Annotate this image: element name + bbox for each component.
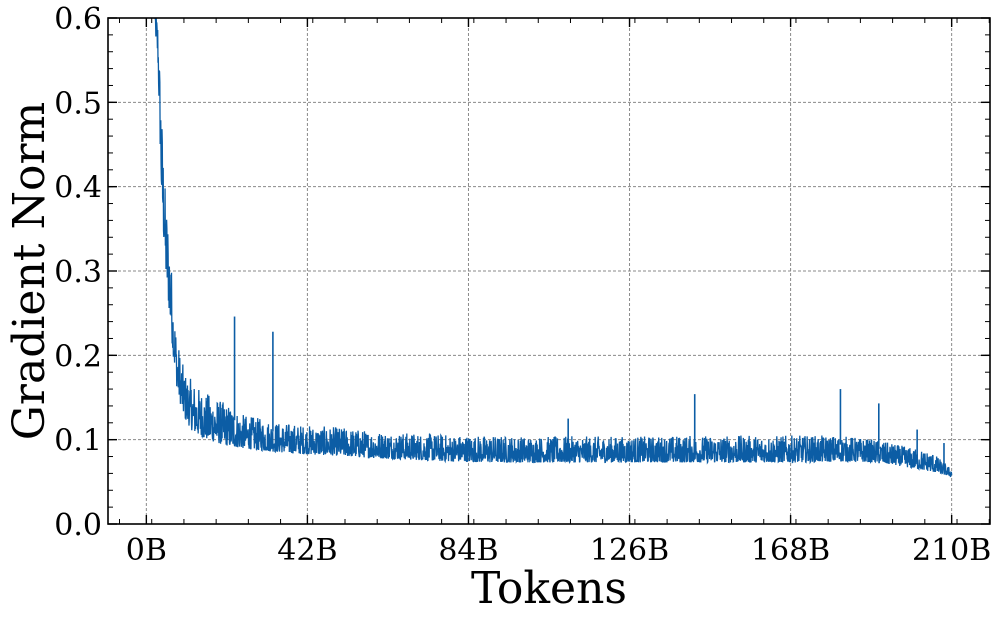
series-line bbox=[153, 18, 953, 478]
y-tick-label: 0.4 bbox=[54, 171, 102, 206]
y-axis-label: Gradient Norm bbox=[4, 102, 55, 440]
axis-ticks bbox=[108, 17, 990, 525]
y-tick-label: 0.0 bbox=[54, 508, 102, 543]
x-tick-label: 42B bbox=[277, 533, 337, 568]
x-tick-label: 126B bbox=[590, 533, 669, 568]
x-tick-label: 210B bbox=[912, 533, 991, 568]
x-axis-label: Tokens bbox=[471, 563, 627, 614]
y-tick-label: 0.1 bbox=[54, 424, 102, 459]
x-tick-label: 84B bbox=[438, 533, 498, 568]
x-tick-label: 168B bbox=[751, 533, 830, 568]
x-tick-label: 0B bbox=[126, 533, 167, 568]
y-tick-label: 0.3 bbox=[54, 255, 102, 290]
y-tick-labels: 0.0 0.1 0.2 0.3 0.4 0.5 0.6 bbox=[54, 2, 102, 543]
spike-marks bbox=[233, 316, 945, 469]
y-tick-label: 0.2 bbox=[54, 339, 102, 374]
series-gradient-norm bbox=[153, 18, 953, 478]
y-tick-label: 0.6 bbox=[54, 2, 102, 37]
y-tick-label: 0.5 bbox=[54, 86, 102, 121]
x-tick-labels: 0B 42B 84B 126B 168B 210B bbox=[126, 533, 992, 568]
